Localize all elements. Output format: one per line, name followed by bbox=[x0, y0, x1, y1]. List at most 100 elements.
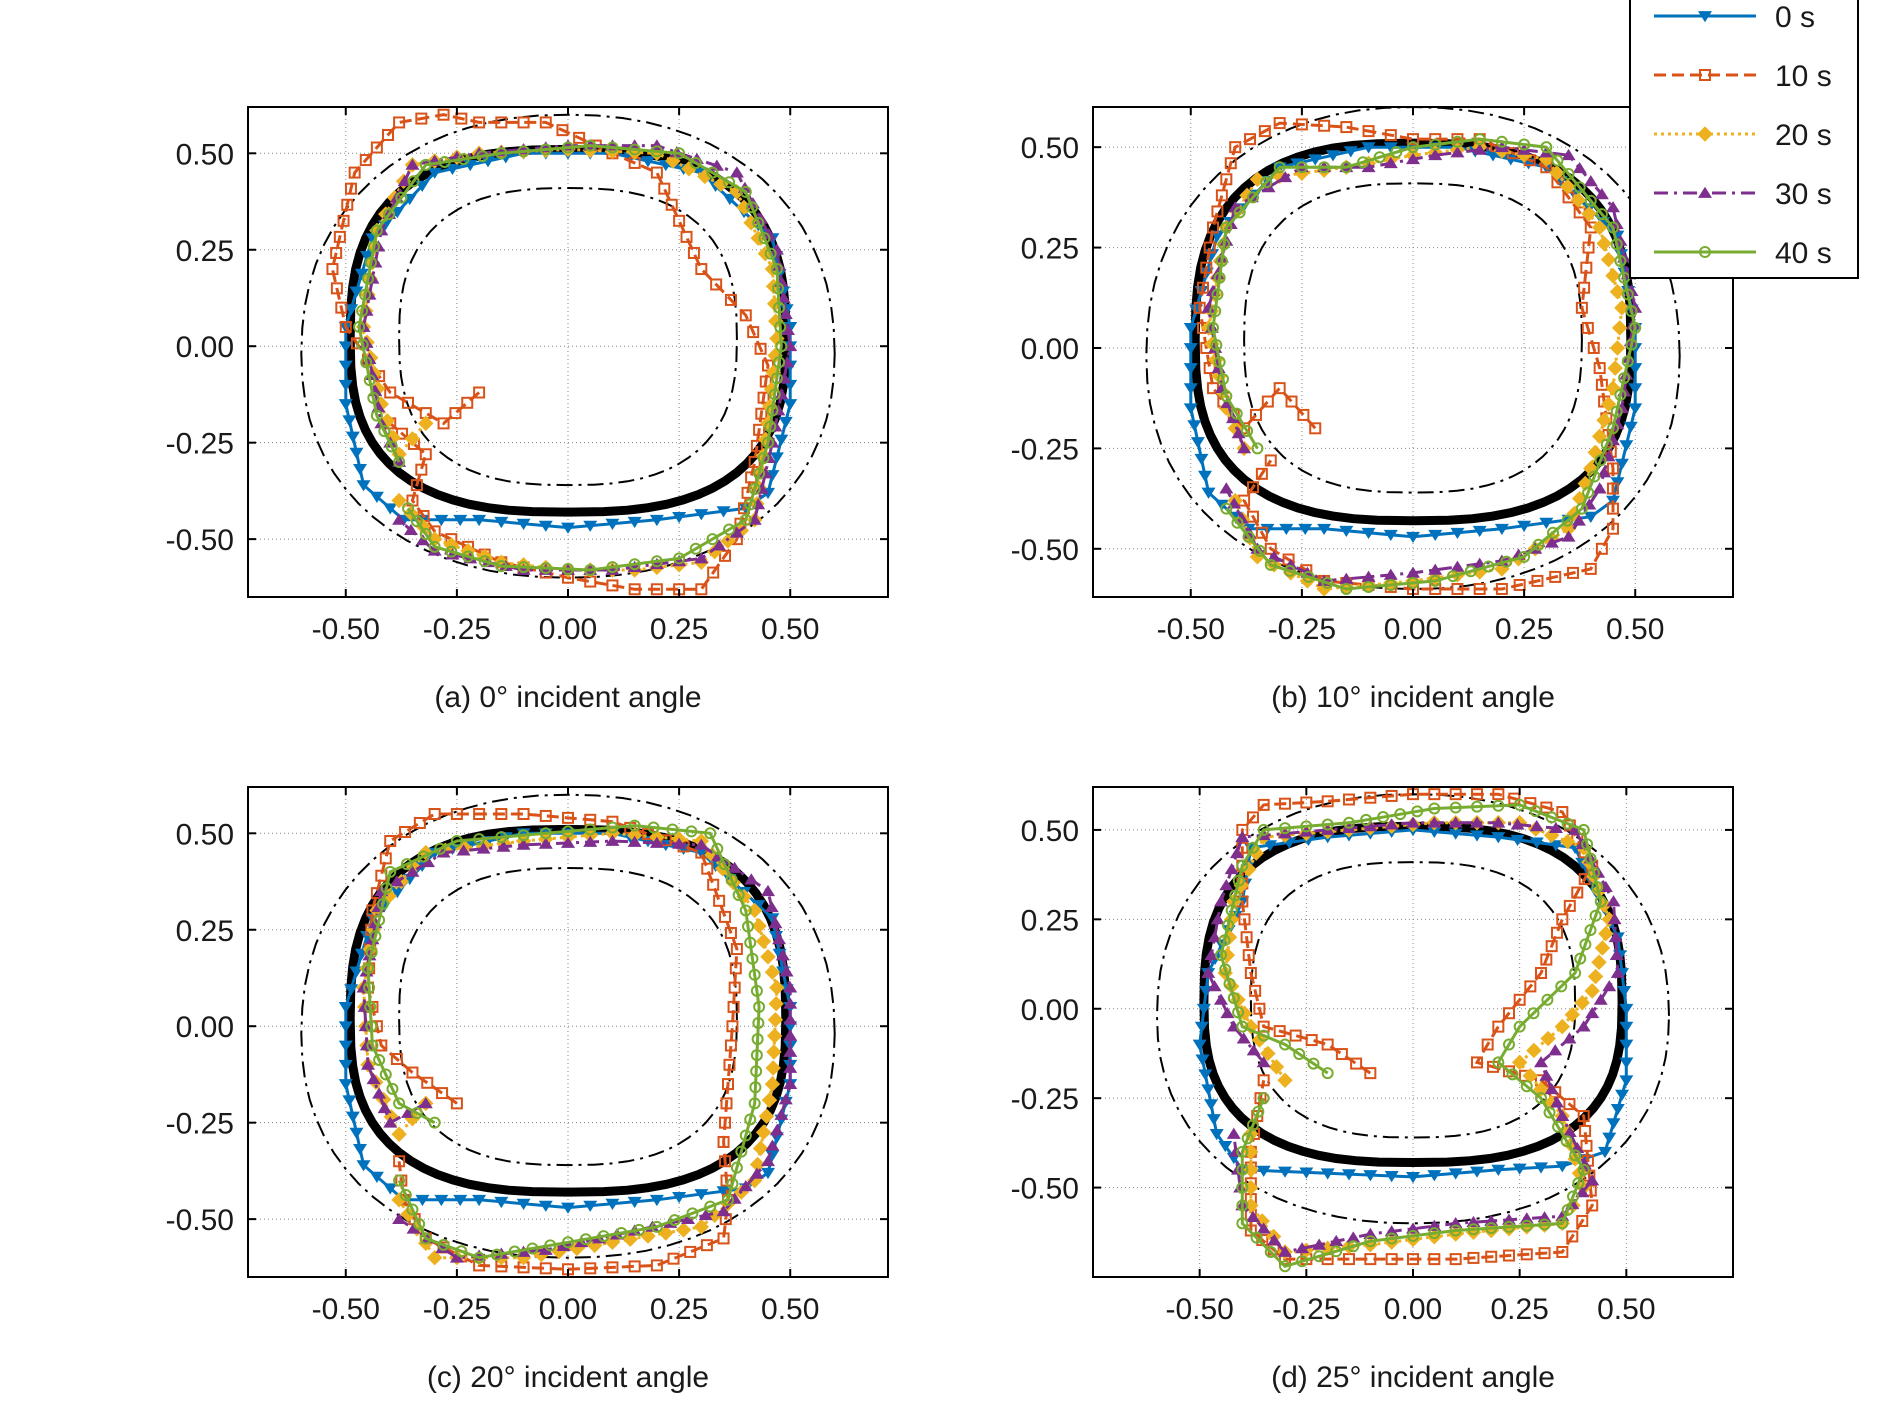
data-point bbox=[1242, 530, 1255, 543]
data-point bbox=[1264, 1245, 1277, 1258]
data-point bbox=[364, 1000, 377, 1013]
data-point bbox=[1260, 176, 1273, 189]
data-point bbox=[1577, 1163, 1590, 1176]
data-point bbox=[366, 1039, 379, 1052]
data-point bbox=[449, 407, 462, 420]
data-point bbox=[1529, 837, 1544, 849]
data-point bbox=[1373, 151, 1386, 164]
data-point bbox=[418, 1097, 433, 1109]
data-point bbox=[650, 166, 663, 179]
y-tick-label: -0.25 bbox=[1011, 1083, 1079, 1116]
data-point bbox=[667, 1252, 680, 1265]
data-point bbox=[627, 835, 642, 847]
data-point bbox=[1548, 1044, 1563, 1056]
data-point bbox=[761, 228, 776, 240]
data-point bbox=[1427, 1219, 1442, 1231]
data-point bbox=[767, 1012, 784, 1028]
data-point bbox=[1600, 438, 1613, 451]
legend-marker bbox=[1698, 186, 1712, 198]
data-point bbox=[354, 268, 369, 280]
data-point bbox=[726, 1020, 739, 1033]
data-point bbox=[1598, 1146, 1612, 1159]
data-point bbox=[729, 166, 744, 178]
data-point bbox=[517, 561, 530, 574]
data-point bbox=[400, 858, 413, 871]
data-point bbox=[1561, 530, 1576, 542]
data-point bbox=[1485, 1250, 1498, 1263]
data-point bbox=[1610, 405, 1623, 418]
data-point bbox=[538, 837, 553, 849]
data-point bbox=[1600, 251, 1617, 268]
data-point bbox=[1581, 321, 1594, 334]
data-point bbox=[1236, 859, 1249, 872]
legend-marker bbox=[1699, 246, 1711, 258]
data-point bbox=[1244, 133, 1257, 146]
data-point bbox=[1573, 181, 1586, 194]
data-point bbox=[1549, 165, 1565, 181]
data-point bbox=[1201, 1084, 1216, 1096]
data-point bbox=[606, 1261, 619, 1274]
data-point bbox=[508, 1245, 521, 1258]
data-point bbox=[673, 552, 686, 565]
data-point bbox=[783, 1077, 798, 1089]
data-point bbox=[359, 288, 372, 301]
data-point bbox=[364, 256, 377, 269]
data-point bbox=[494, 1196, 509, 1209]
data-point bbox=[415, 1194, 430, 1207]
data-point bbox=[1326, 150, 1340, 162]
data-point bbox=[1609, 948, 1624, 961]
data-point bbox=[349, 447, 364, 460]
data-point bbox=[1222, 919, 1235, 932]
data-point bbox=[1226, 1127, 1241, 1139]
data-point bbox=[765, 1139, 780, 1151]
panel-caption: (c) 20° incident angle bbox=[427, 1361, 709, 1394]
data-point bbox=[1240, 931, 1253, 944]
data-point bbox=[681, 161, 697, 177]
data-point bbox=[373, 914, 386, 927]
data-point bbox=[773, 356, 786, 369]
data-point bbox=[365, 946, 378, 959]
outer-bound-line bbox=[1145, 107, 1681, 591]
data-point bbox=[649, 557, 664, 570]
data-point bbox=[755, 933, 772, 950]
data-point bbox=[1600, 396, 1617, 412]
data-point bbox=[672, 555, 687, 567]
data-point bbox=[710, 278, 723, 291]
data-point bbox=[348, 166, 361, 179]
data-point bbox=[1492, 799, 1505, 812]
data-point bbox=[410, 1107, 423, 1120]
data-point bbox=[1364, 1067, 1377, 1080]
data-point bbox=[783, 997, 798, 1009]
data-point bbox=[410, 479, 423, 492]
data-point bbox=[1406, 816, 1420, 828]
data-point bbox=[1207, 221, 1219, 234]
data-point bbox=[706, 166, 719, 179]
data-point bbox=[402, 502, 414, 515]
data-point bbox=[330, 282, 343, 295]
data-point bbox=[370, 141, 383, 154]
data-point bbox=[1563, 899, 1576, 912]
data-point bbox=[649, 836, 664, 848]
data-point bbox=[1594, 895, 1607, 908]
data-point bbox=[773, 301, 786, 314]
data-point bbox=[516, 563, 531, 575]
data-point bbox=[1513, 798, 1526, 811]
data-point bbox=[330, 246, 343, 259]
data-point bbox=[689, 542, 702, 555]
data-point bbox=[1591, 428, 1608, 445]
data-point bbox=[718, 858, 731, 871]
data-point bbox=[1529, 820, 1544, 832]
data-point bbox=[1492, 1020, 1505, 1033]
data-point bbox=[1545, 811, 1558, 824]
data-point bbox=[384, 835, 397, 848]
data-point bbox=[1210, 338, 1223, 351]
data-point bbox=[1584, 924, 1597, 937]
data-point bbox=[1531, 574, 1544, 587]
data-point bbox=[762, 436, 774, 449]
data-point bbox=[1257, 1074, 1270, 1087]
data-point bbox=[1299, 1167, 1314, 1179]
data-point bbox=[1503, 1065, 1515, 1078]
data-point bbox=[337, 214, 350, 227]
data-point bbox=[684, 1245, 697, 1258]
data-point bbox=[1571, 886, 1584, 899]
